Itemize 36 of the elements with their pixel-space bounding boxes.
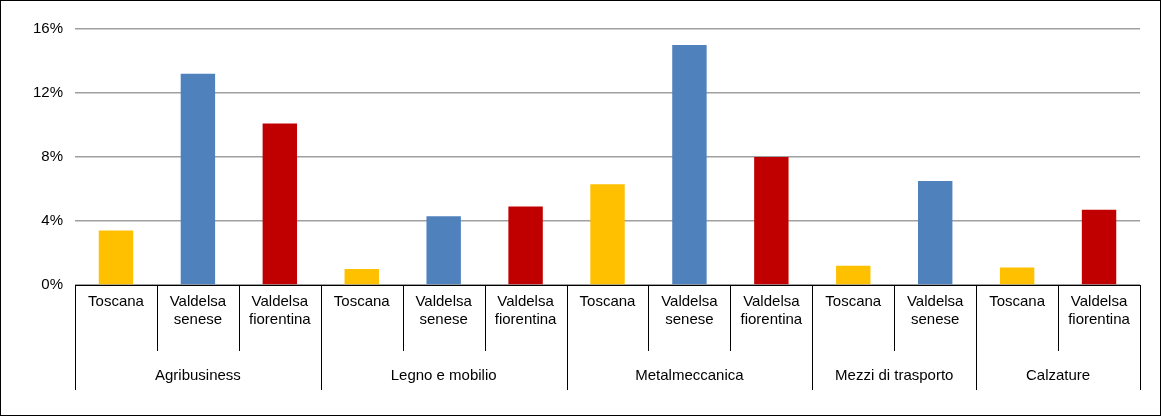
text: Legno e mobilio xyxy=(390,366,497,384)
bar xyxy=(262,123,298,285)
y-tick-label: 16% xyxy=(32,19,64,37)
y-tick-label: 4% xyxy=(41,211,64,229)
x-tick-label: Toscana xyxy=(579,292,637,310)
x-tick-label: Valdelsa senese xyxy=(169,292,227,328)
x-tick-label: Toscana xyxy=(989,292,1046,310)
x-tick-label: Valdelsa fiorentina xyxy=(1068,292,1131,328)
y-tick-label: 0% xyxy=(41,275,64,293)
x-tick-label: Valdelsa fiorentina xyxy=(494,292,558,328)
x-tick-label: Toscana xyxy=(333,292,391,310)
bar xyxy=(508,206,543,285)
x-tick-label: Toscana xyxy=(825,292,882,310)
x-tick-label: Toscana xyxy=(88,292,145,310)
x-tick-label: Valdelsa senese xyxy=(415,292,473,328)
bar xyxy=(836,265,871,285)
bar xyxy=(917,181,953,285)
bar xyxy=(590,184,625,285)
text: Mezzi di trasporto xyxy=(835,366,954,384)
text: Metalmeccanica xyxy=(635,366,745,384)
y-tick-label: 12% xyxy=(32,83,64,101)
x-tick-label: Valdelsa fiorentina xyxy=(248,292,312,328)
x-tick-label: Valdelsa fiorentina xyxy=(740,292,803,328)
y-tick-label: 8% xyxy=(41,147,64,165)
bar xyxy=(672,45,707,285)
text: Calzature xyxy=(1025,366,1091,384)
bar xyxy=(98,230,134,285)
x-tick-label: Valdelsa senese xyxy=(906,292,965,328)
bar xyxy=(344,269,379,285)
bar xyxy=(426,216,461,285)
bar xyxy=(754,157,789,285)
text: Agribusiness xyxy=(154,366,241,384)
x-tick-label: Valdelsa senese xyxy=(661,292,719,328)
bar xyxy=(1081,209,1117,285)
bar xyxy=(180,73,216,285)
bar xyxy=(999,267,1035,285)
